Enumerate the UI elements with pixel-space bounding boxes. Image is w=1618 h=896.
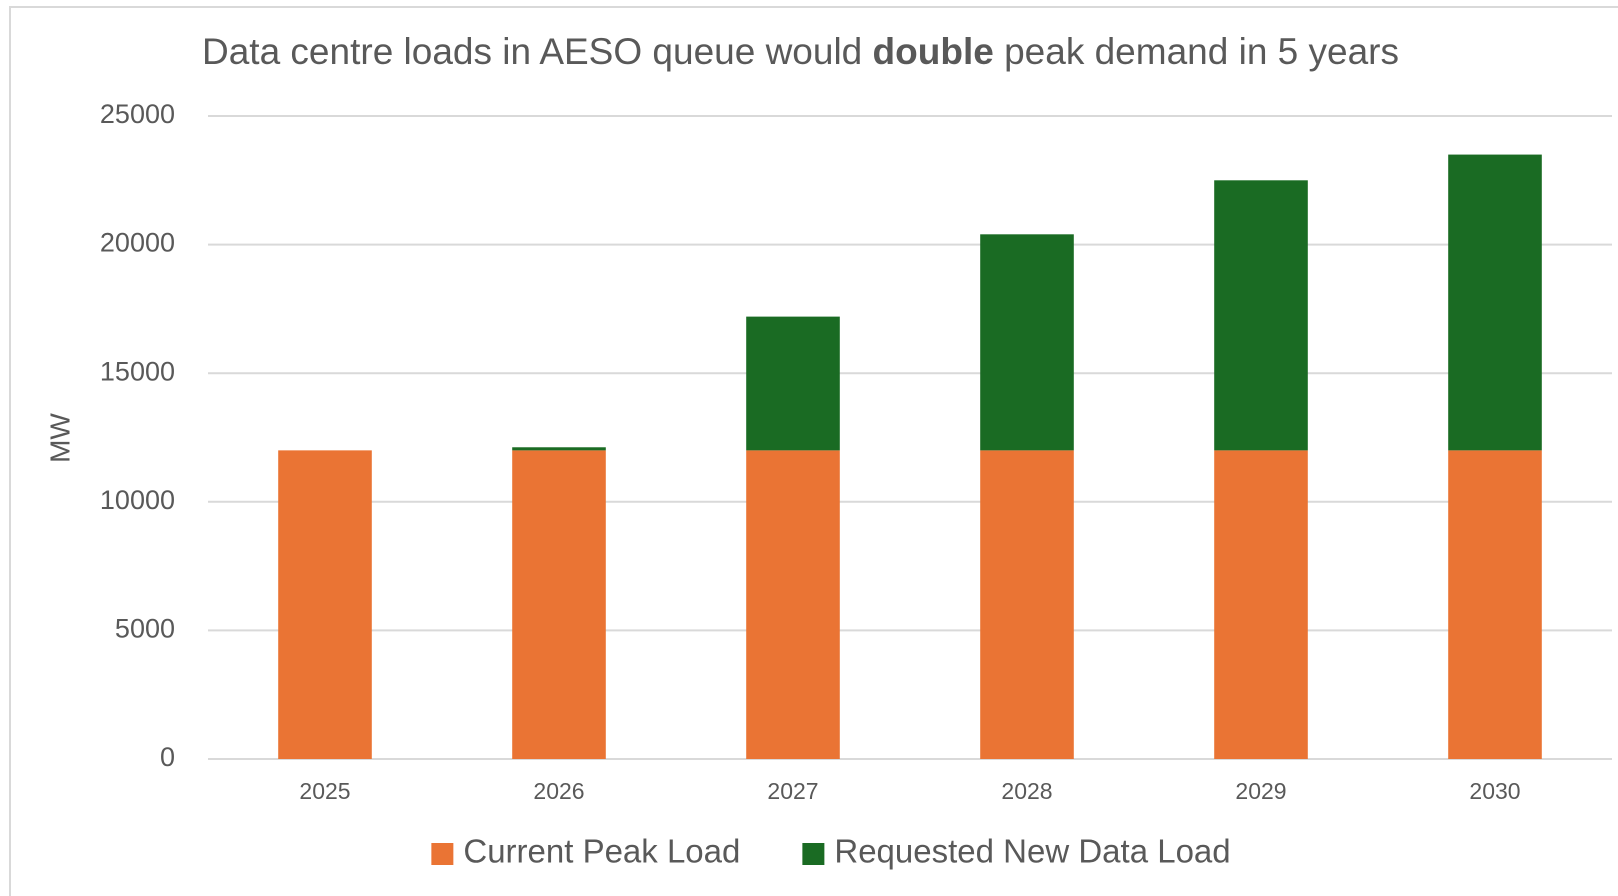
y-axis-label: MW: [44, 413, 75, 463]
legend-label: Current Peak Load: [463, 833, 740, 870]
bar-segment: [746, 316, 840, 451]
title-part: peak demand in 5 years: [994, 31, 1399, 72]
x-tick-label: 2027: [767, 778, 818, 804]
x-tick-label: 2026: [533, 778, 584, 804]
chart-border: [9, 6, 1618, 896]
y-tick-label: 0: [160, 742, 175, 772]
bar-segment: [512, 447, 606, 451]
chart-title: Data centre loads in AESO queue would do…: [202, 31, 1399, 72]
bar-segment: [1448, 450, 1542, 759]
x-tick-label: 2028: [1001, 778, 1052, 804]
y-tick-label: 5000: [115, 614, 175, 644]
bar-segment: [1214, 450, 1308, 759]
bar-segment: [980, 450, 1074, 759]
x-tick-label: 2030: [1469, 778, 1520, 804]
bar-segment: [1448, 154, 1542, 451]
title-part: Data centre loads in AESO queue would: [202, 31, 873, 72]
legend-label: Requested New Data Load: [834, 833, 1230, 870]
x-tick-label: 2025: [299, 778, 350, 804]
bar-segment: [980, 234, 1074, 451]
y-tick-label: 25000: [100, 99, 175, 129]
x-tick-label: 2029: [1235, 778, 1286, 804]
bar-segment: [278, 450, 372, 759]
legend-swatch: [802, 843, 825, 865]
title-bold: double: [873, 31, 994, 72]
y-tick-label: 20000: [100, 228, 175, 258]
y-tick-label: 15000: [100, 356, 175, 386]
bar-segment: [1214, 180, 1308, 451]
y-tick-label: 10000: [100, 485, 175, 515]
legend-swatch: [431, 843, 454, 865]
bar-segment: [746, 450, 840, 759]
bar-segment: [512, 450, 606, 759]
